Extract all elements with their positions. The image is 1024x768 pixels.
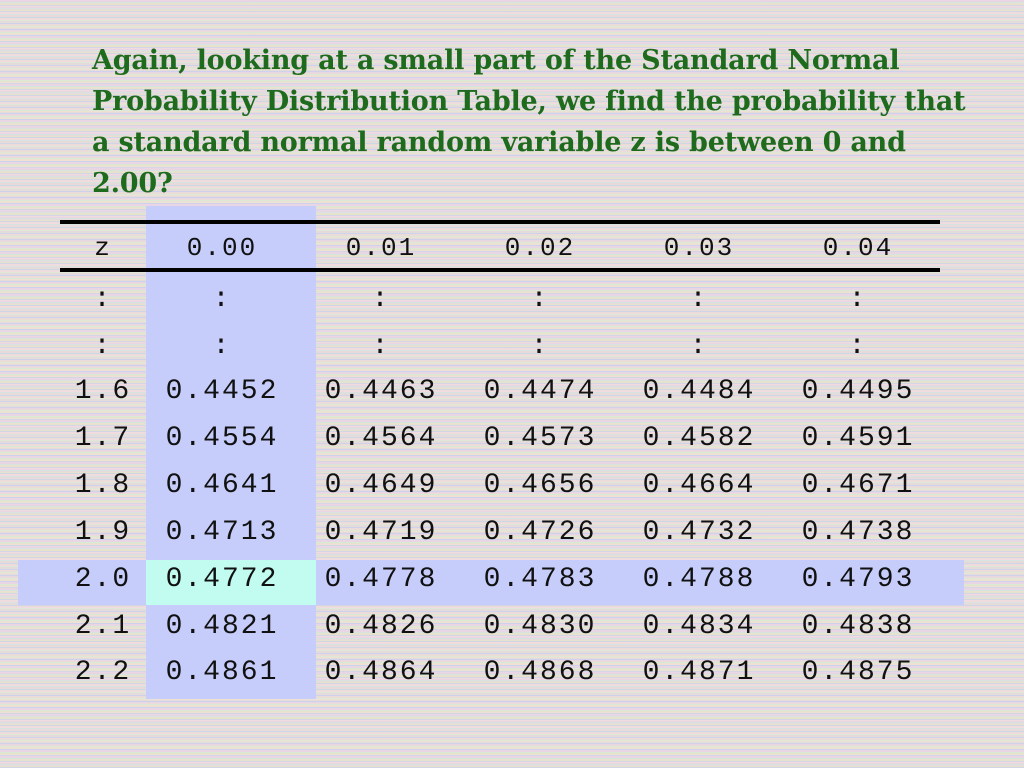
table-cell: 0.4783 [483,564,597,595]
table-cell: 0.4738 [801,517,915,548]
table-cell: 0.4826 [324,611,438,642]
table-cell: : [93,331,113,362]
answer-cell-highlight [146,560,316,605]
table-cell: 0.4713 [165,517,279,548]
table-cell: : [689,284,709,315]
row-label: 1.8 [74,470,132,501]
table-cell: 0.4484 [642,376,756,407]
table-cell: : [212,284,232,315]
table-cell: 0.4591 [801,423,915,454]
header-cell: 0.03 [663,233,735,263]
table-cell: 0.4861 [165,657,279,688]
header-cell: 0.01 [345,233,417,263]
table-cell: 0.4864 [324,657,438,688]
table-row-2-0: 2.0 0.4772 0.4778 0.4783 0.4788 0.4793 [0,558,1024,602]
table-row-ellipsis: : : : : : : [0,278,1024,322]
table-cell: 0.4788 [642,564,756,595]
table-cell: 0.4726 [483,517,597,548]
table-row-2-1: 2.1 0.4821 0.4826 0.4830 0.4834 0.4838 [0,605,1024,649]
table-cell: 0.4463 [324,376,438,407]
table-cell: 0.4452 [165,376,279,407]
header-cell: z [94,233,112,263]
table-cell: 0.4495 [801,376,915,407]
table-row-1-9: 1.9 0.4713 0.4719 0.4726 0.4732 0.4738 [0,511,1024,555]
table-cell: : [212,331,232,362]
table-cell: 0.4871 [642,657,756,688]
table-cell: : [530,284,550,315]
table-cell: 0.4582 [642,423,756,454]
table-cell: 0.4830 [483,611,597,642]
table-cell: : [371,331,391,362]
table-header-rule [60,268,940,272]
table-header-row: z 0.00 0.01 0.02 0.03 0.04 [0,226,1024,270]
table-cell: 0.4875 [801,657,915,688]
header-cell: 0.04 [822,233,894,263]
table-row-1-6: 1.6 0.4452 0.4463 0.4474 0.4484 0.4495 [0,370,1024,414]
answer-cell: 0.4772 [165,564,279,595]
table-top-rule [60,220,940,224]
table-cell: 0.4564 [324,423,438,454]
row-label: 2.1 [74,611,132,642]
table-row-ellipsis: : : : : : : [0,325,1024,369]
table-cell: 0.4664 [642,470,756,501]
table-cell: 0.4573 [483,423,597,454]
table-cell: : [530,331,550,362]
table-cell: : [848,284,868,315]
table-cell: : [371,284,391,315]
row-label: 2.0 [74,564,132,595]
row-label: 2.2 [74,657,132,688]
table-cell: 0.4641 [165,470,279,501]
table-cell: 0.4732 [642,517,756,548]
column-highlight-0-00 [146,206,316,699]
row-label: 1.9 [74,517,132,548]
table-cell: 0.4649 [324,470,438,501]
table-cell: 0.4671 [801,470,915,501]
row-label: 1.6 [74,376,132,407]
question-text: Again, looking at a small part of the St… [92,45,966,199]
row-label: 1.7 [74,423,132,454]
table-cell: 0.4474 [483,376,597,407]
table-cell: : [848,331,868,362]
table-cell: 0.4821 [165,611,279,642]
table-cell: 0.4656 [483,470,597,501]
header-cell: 0.00 [186,233,258,263]
table-cell: 0.4554 [165,423,279,454]
table-cell: : [689,331,709,362]
table-cell: 0.4793 [801,564,915,595]
table-cell: 0.4719 [324,517,438,548]
table-row-2-2: 2.2 0.4861 0.4864 0.4868 0.4871 0.4875 [0,651,1024,695]
table-cell: : [93,284,113,315]
table-row-1-7: 1.7 0.4554 0.4564 0.4573 0.4582 0.4591 [0,417,1024,461]
table-cell: 0.4834 [642,611,756,642]
header-cell: 0.02 [504,233,576,263]
table-cell: 0.4838 [801,611,915,642]
table-row-1-8: 1.8 0.4641 0.4649 0.4656 0.4664 0.4671 [0,464,1024,508]
table-cell: 0.4778 [324,564,438,595]
table-cell: 0.4868 [483,657,597,688]
